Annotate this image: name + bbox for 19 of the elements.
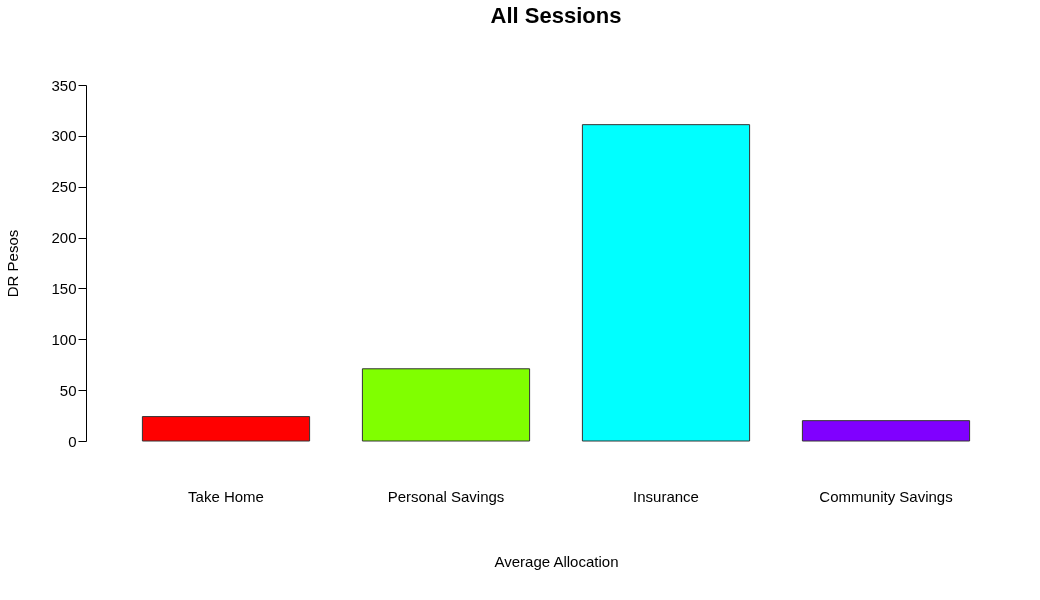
y-axis-title: DR Pesos — [4, 229, 22, 298]
x-tick-label: Insurance — [633, 487, 699, 505]
bar — [141, 416, 311, 442]
y-tick-label: 100 — [51, 330, 77, 348]
x-axis-title: Average Allocation — [494, 552, 619, 570]
bar — [361, 368, 531, 442]
y-tick-label: 350 — [51, 76, 77, 94]
bar — [801, 420, 971, 442]
x-tick-label: Take Home — [188, 487, 264, 505]
y-tick-label: 250 — [51, 178, 77, 196]
y-tick-label: 200 — [51, 229, 77, 247]
x-tick-label: Personal Savings — [387, 487, 505, 505]
y-tick-label: 150 — [51, 279, 77, 297]
bar — [581, 124, 751, 442]
y-tick-label: 300 — [51, 127, 77, 145]
y-tick-label: 50 — [59, 381, 77, 399]
y-tick-label: 0 — [68, 432, 77, 450]
chart-title: All Sessions — [490, 3, 622, 28]
x-tick-label: Community Savings — [819, 487, 953, 505]
